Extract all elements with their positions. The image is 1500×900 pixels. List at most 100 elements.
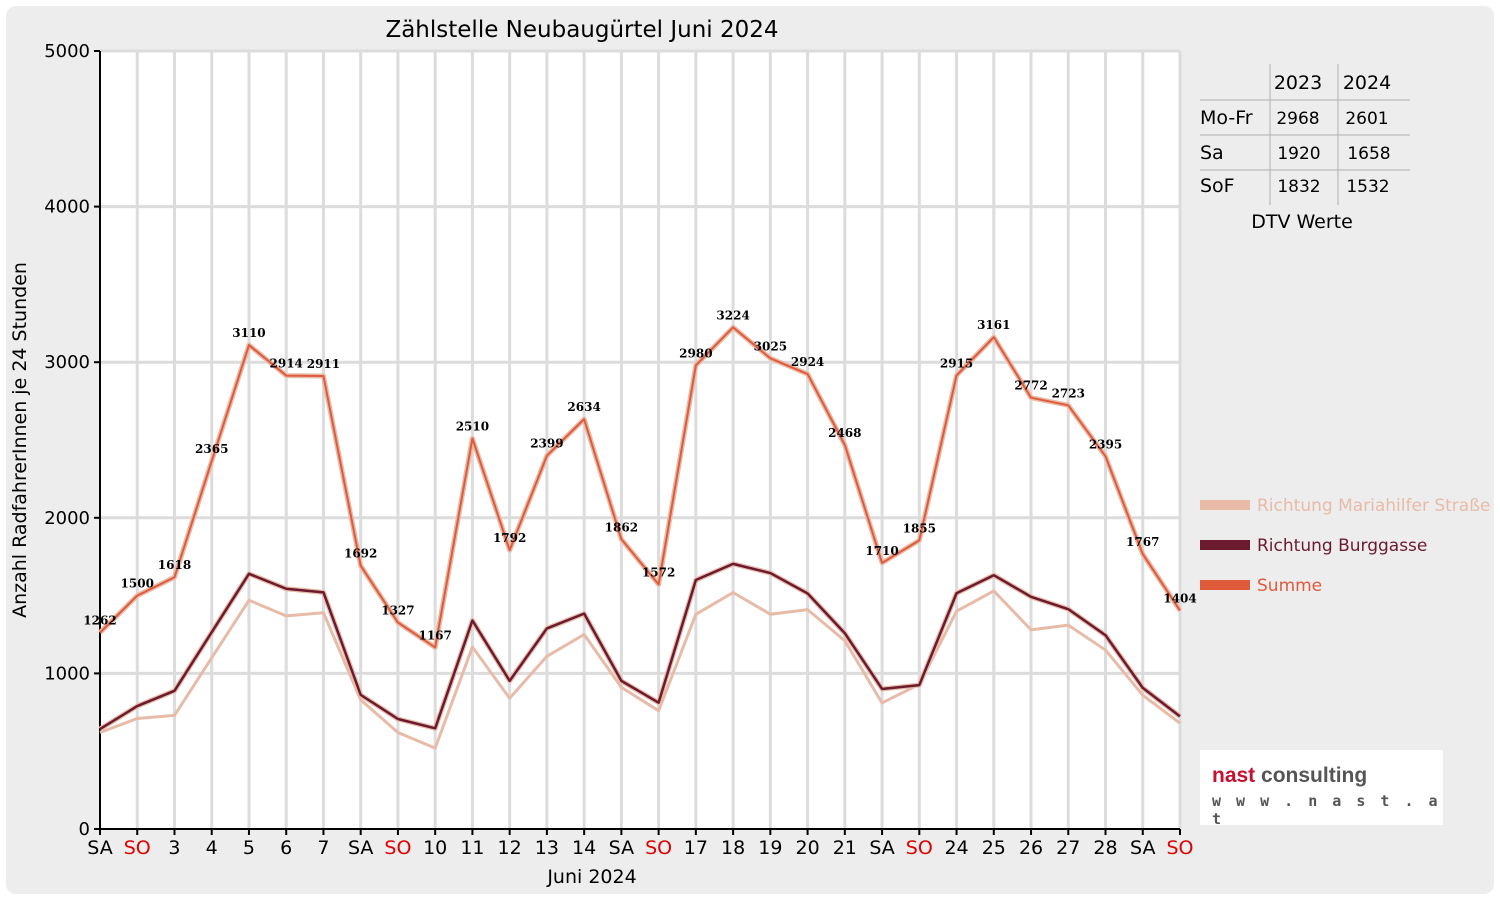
y-tick-label: 5000 [44,41,90,62]
data-label: 1862 [605,520,638,534]
x-tick-label: 20 [795,837,819,859]
data-label: 2510 [456,419,489,433]
data-label: 1167 [418,628,451,642]
y-axis-label: Anzahl RadfahrerInnen je 24 Stunden [9,262,31,618]
data-label: 1692 [344,547,377,561]
x-tick-label: 24 [944,837,968,859]
x-tick-label: SO [906,837,933,859]
data-label: 2723 [1052,386,1085,400]
x-tick-label: SO [384,837,411,859]
legend: Richtung Mariahilfer Straße Richtung Burg… [1200,496,1490,596]
data-label: 1710 [865,544,898,558]
dtv-value: 1532 [1346,177,1389,197]
x-tick-label: SA [87,837,112,859]
data-label: 2914 [270,357,303,371]
horizontal-grid [100,49,1180,675]
series-line [99,326,1181,649]
logo-brand-part1: nast [1212,764,1256,787]
x-tick-label: SA [1130,837,1155,859]
x-tick-label: 5 [243,837,255,859]
logo-brand: nast consulting [1212,764,1367,788]
logo-url: w w w . n a s t . a t [1212,792,1441,828]
dtv-row-label: Mo-Fr [1200,107,1253,129]
x-tick-label: 25 [982,837,1006,859]
dtv-row-label: SoF [1200,175,1235,197]
x-tick-label: SO [124,837,151,859]
dtv-caption: DTV Werte [1251,211,1353,233]
data-label: 3224 [716,308,749,322]
x-tick-label: SO [645,837,672,859]
data-label: 3025 [754,339,787,353]
x-tick-label: 10 [423,837,447,859]
y-tick-label: 1000 [44,663,90,684]
data-label: 2395 [1089,437,1122,451]
y-tick-label: 3000 [44,352,90,373]
data-labels: 1262 1500 1618 2365 3110 2914 2911 1692 1327 1167… [83,308,1196,642]
data-label: 3161 [977,318,1010,332]
data-label: 2980 [679,346,712,360]
legend-label: Richtung Burggasse [1257,536,1427,556]
data-label: 1618 [158,558,191,572]
dtv-table: 2023 2024 Mo-Fr 2968 2601 Sa 1920 1658 S… [1200,64,1410,233]
data-label: 1404 [1163,592,1196,606]
data-label: 2399 [530,437,563,451]
series-line [99,562,1181,731]
legend-swatch [1200,500,1250,510]
data-label: 1767 [1126,535,1159,549]
x-tick-label: 11 [460,837,484,859]
y-tick-label: 0 [79,819,90,840]
data-label: 2468 [828,426,861,440]
dtv-header-2023: 2023 [1274,72,1322,94]
x-tick-label: 6 [280,837,292,859]
chart-title: Zählstelle Neubaugürtel Juni 2024 [385,17,778,43]
x-tick-label: SO [1166,837,1193,859]
x-tick-label: 4 [206,837,218,859]
dtv-value: 2968 [1276,109,1319,129]
axes [94,50,1181,835]
data-label: 2365 [195,442,228,456]
data-label: 2911 [307,357,340,371]
dtv-value: 1658 [1347,144,1390,164]
data-label: 1792 [493,531,526,545]
legend-label: Summe [1257,576,1322,596]
y-tick-label: 4000 [44,197,90,218]
data-label: 2915 [940,356,973,370]
data-label: 2772 [1014,379,1047,393]
x-tick-label: 7 [317,837,329,859]
dtv-header-2024: 2024 [1343,72,1391,94]
data-label: 1327 [381,604,414,618]
vertical-grid [135,51,1182,829]
data-label: 1855 [903,521,936,535]
x-tick-label: 27 [1056,837,1080,859]
plot-area [100,51,1180,829]
dtv-value: 2601 [1345,109,1388,129]
y-tick-labels: 0 1000 2000 3000 4000 5000 [44,41,90,840]
data-label: 1572 [642,565,675,579]
dtv-row-label: Sa [1200,142,1224,164]
x-tick-label: 28 [1093,837,1117,859]
legend-swatch [1200,580,1250,590]
x-tick-label: 3 [168,837,180,859]
x-tick-label: 12 [498,837,522,859]
x-tick-label: 17 [684,837,708,859]
x-tick-label: SA [609,837,634,859]
x-tick-label: 26 [1019,837,1043,859]
x-tick-label: 13 [535,837,559,859]
legend-label: Richtung Mariahilfer Straße [1257,496,1490,516]
legend-swatch [1200,540,1250,550]
data-label: 2924 [791,355,824,369]
x-tick-label: 14 [572,837,596,859]
data-label: 1500 [121,577,154,591]
logo-brand-part2: consulting [1255,764,1368,787]
data-label: 3110 [232,326,265,340]
x-axis-label: Juni 2024 [546,866,636,888]
dtv-value: 1832 [1277,177,1320,197]
x-tick-label: SA [348,837,373,859]
series-lines [98,324,1183,750]
x-tick-label: SA [869,837,894,859]
x-tick-label: 18 [721,837,745,859]
data-label: 2634 [567,400,600,414]
x-tick-label: 19 [758,837,782,859]
x-tick-label: 21 [833,837,857,859]
